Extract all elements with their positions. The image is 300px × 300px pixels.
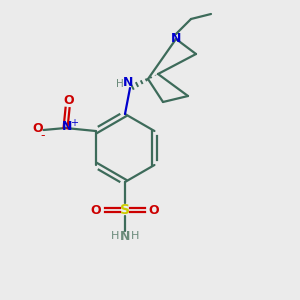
Text: -: - — [40, 130, 45, 142]
Text: S: S — [120, 203, 130, 217]
Text: N: N — [62, 121, 73, 134]
Text: H: H — [116, 79, 124, 89]
Text: O: O — [149, 203, 159, 217]
Text: H: H — [131, 231, 139, 241]
Text: O: O — [32, 122, 43, 136]
Text: H: H — [111, 231, 119, 241]
Text: N: N — [123, 76, 133, 89]
Text: N: N — [171, 32, 181, 46]
Text: O: O — [63, 94, 74, 106]
Text: N: N — [120, 230, 130, 242]
Text: +: + — [70, 118, 78, 128]
Text: O: O — [91, 203, 101, 217]
